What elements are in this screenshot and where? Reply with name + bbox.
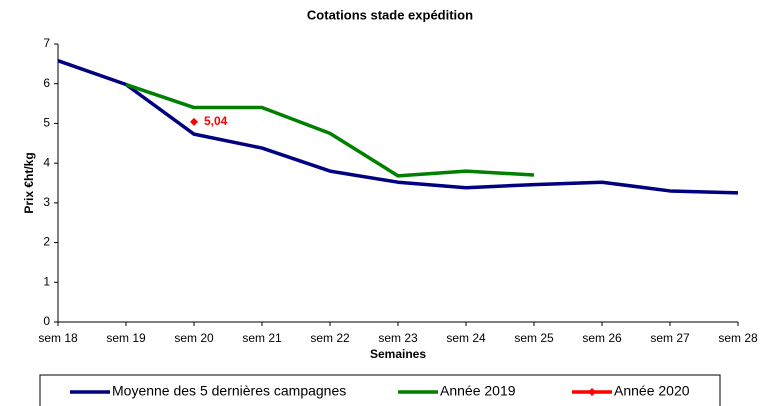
x-tick-label: sem 18 [38,331,78,345]
y-tick-label: 3 [43,195,50,209]
legend-label: Année 2019 [440,383,516,399]
x-tick-label: sem 22 [310,331,350,345]
x-tick-label: sem 21 [242,331,282,345]
x-tick-label: sem 24 [446,331,486,345]
series-line [125,82,535,178]
legend-label: Année 2020 [614,383,690,399]
x-tick-label: sem 20 [174,331,214,345]
legend-marker [588,388,596,396]
chart-title: Cotations stade expédition [307,7,473,22]
x-tick-label: sem 25 [514,331,554,345]
y-tick-label: 0 [43,314,50,328]
x-tick-label: sem 19 [106,331,146,345]
x-tick-label: sem 27 [650,331,690,345]
y-tick-label: 5 [43,116,50,130]
series-point [190,117,198,126]
y-tick-label: 2 [43,235,50,249]
x-tick-label: sem 28 [718,331,758,345]
y-axis-label: Prix €ht/kg [22,152,36,213]
data-label: 5,04 [204,114,228,128]
y-tick-label: 1 [43,274,50,288]
y-tick-label: 6 [43,76,50,90]
y-tick-label: 7 [43,36,50,50]
x-tick-label: sem 26 [582,331,622,345]
y-tick-label: 4 [43,155,50,169]
x-axis-label: Semaines [370,347,426,361]
legend-label: Moyenne des 5 dernières campagnes [112,383,346,399]
x-tick-label: sem 23 [378,331,418,345]
series-line [57,59,739,195]
